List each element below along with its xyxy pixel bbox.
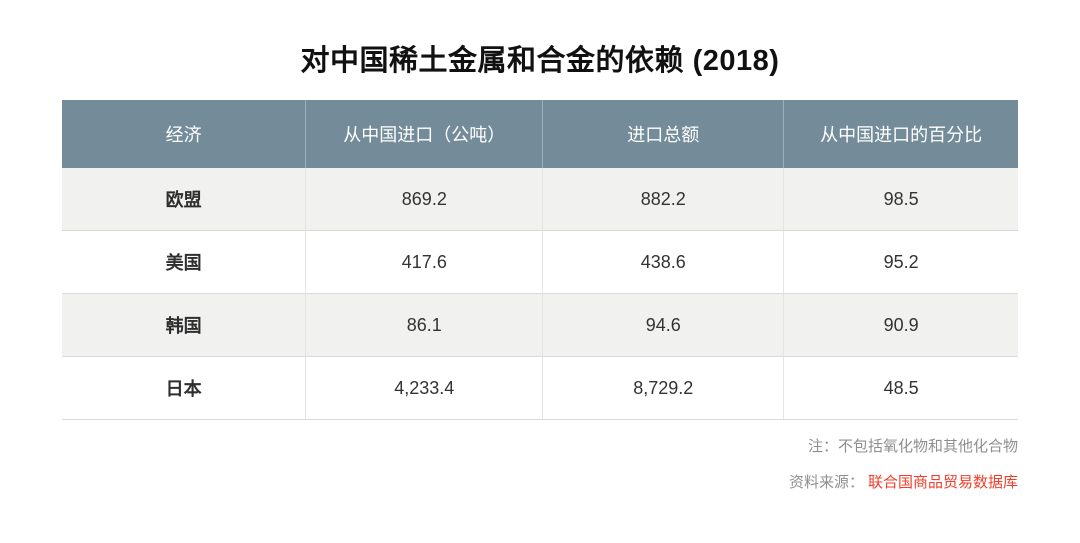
table-cell: 438.6 (542, 230, 785, 295)
table-cell: 95.2 (783, 230, 1018, 295)
source-line: 资料来源： 联合国商品贸易数据库 (62, 473, 1018, 493)
column-header-economy: 经济 (62, 99, 307, 168)
table-cell: 98.5 (783, 167, 1018, 232)
table-header-row: 经济 从中国进口（公吨） 进口总额 从中国进口的百分比 (62, 99, 1018, 168)
table-cell: 882.2 (542, 167, 785, 232)
table-body: 欧盟 869.2 882.2 98.5 美国 417.6 438.6 95.2 … (62, 167, 1018, 421)
table-cell: 94.6 (542, 293, 785, 358)
table-cell: 8,729.2 (542, 356, 785, 421)
table-cell: 417.6 (305, 230, 544, 295)
row-label: 欧盟 (62, 167, 307, 232)
column-header-imports-from-china: 从中国进口（公吨） (305, 99, 544, 168)
table-row-eu: 欧盟 869.2 882.2 98.5 (62, 167, 1018, 232)
table-row-usa: 美国 417.6 438.6 95.2 (62, 230, 1018, 295)
table-cell: 869.2 (305, 167, 544, 232)
row-label: 日本 (62, 356, 307, 421)
row-label: 韩国 (62, 293, 307, 358)
table-cell: 90.9 (783, 293, 1018, 358)
column-header-pct-from-china: 从中国进口的百分比 (783, 99, 1018, 168)
footnotes: 注：不包括氧化物和其他化合物 资料来源： 联合国商品贸易数据库 (62, 437, 1018, 492)
table-cell: 86.1 (305, 293, 544, 358)
table-header: 经济 从中国进口（公吨） 进口总额 从中国进口的百分比 (62, 99, 1018, 168)
source-link[interactable]: 联合国商品贸易数据库 (867, 473, 1018, 491)
dependency-table: 经济 从中国进口（公吨） 进口总额 从中国进口的百分比 欧盟 869.2 882… (62, 99, 1018, 421)
table-cell: 4,233.4 (305, 356, 544, 421)
table-cell: 48.5 (783, 356, 1018, 421)
table-row-korea: 韩国 86.1 94.6 90.9 (62, 293, 1018, 358)
row-label: 美国 (62, 230, 307, 295)
page-title: 对中国稀土金属和合金的依赖 (2018) (300, 45, 780, 77)
source-label: 资料来源： (788, 473, 864, 491)
table-note: 注：不包括氧化物和其他化合物 (807, 438, 1018, 456)
table-row-japan: 日本 4,233.4 8,729.2 48.5 (62, 356, 1018, 421)
column-header-total-imports: 进口总额 (542, 99, 785, 168)
